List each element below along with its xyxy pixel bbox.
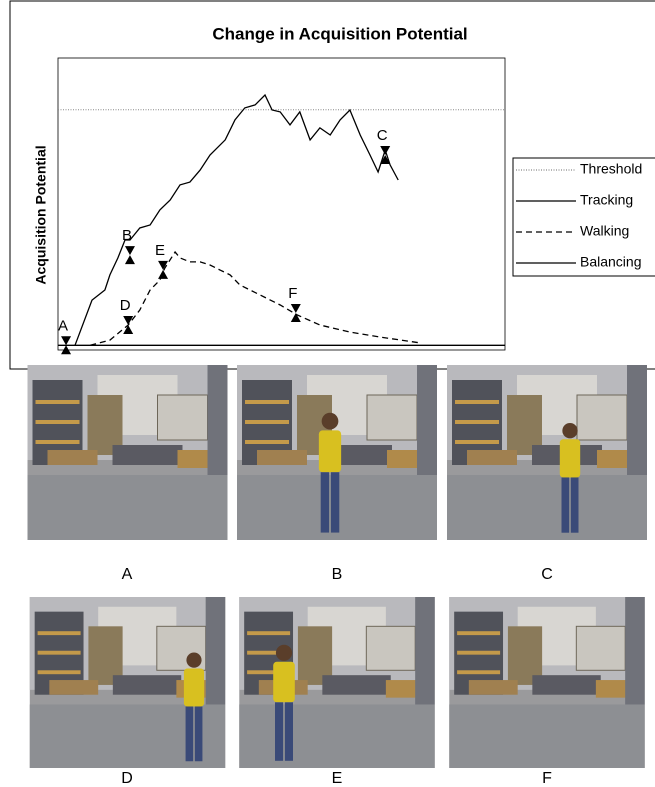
frame-label: B — [332, 566, 343, 583]
chart-title: Change in Acquisition Potential — [212, 24, 467, 43]
event-marker — [158, 261, 168, 279]
frame-f — [449, 597, 644, 768]
y-axis-label: Acquisition Potential — [33, 145, 49, 284]
event-label: B — [122, 227, 132, 244]
frame-a — [28, 365, 228, 540]
event-label: C — [377, 127, 388, 144]
event-label: F — [288, 285, 297, 302]
frame-label: D — [121, 770, 133, 787]
legend-label: Tracking — [580, 192, 633, 208]
frame-e — [239, 597, 434, 768]
frame-label: C — [541, 566, 553, 583]
legend-label: Walking — [580, 223, 629, 239]
legend-label: Threshold — [580, 161, 642, 177]
event-marker — [291, 304, 301, 322]
frame-label: E — [332, 770, 343, 787]
event-marker — [380, 146, 390, 164]
frame-b — [237, 365, 437, 540]
event-label: D — [120, 297, 131, 314]
event-label: A — [58, 317, 68, 334]
frame-label: F — [542, 770, 552, 787]
frame-label: A — [122, 566, 133, 583]
frame-d — [30, 597, 225, 768]
figure: Change in Acquisition Potential Acquisit… — [0, 0, 655, 787]
event-marker — [125, 246, 135, 264]
frame-c — [447, 365, 647, 540]
legend-label: Balancing — [580, 254, 642, 270]
event-label: E — [155, 242, 165, 259]
series-line — [90, 252, 420, 345]
event-marker — [123, 316, 133, 334]
